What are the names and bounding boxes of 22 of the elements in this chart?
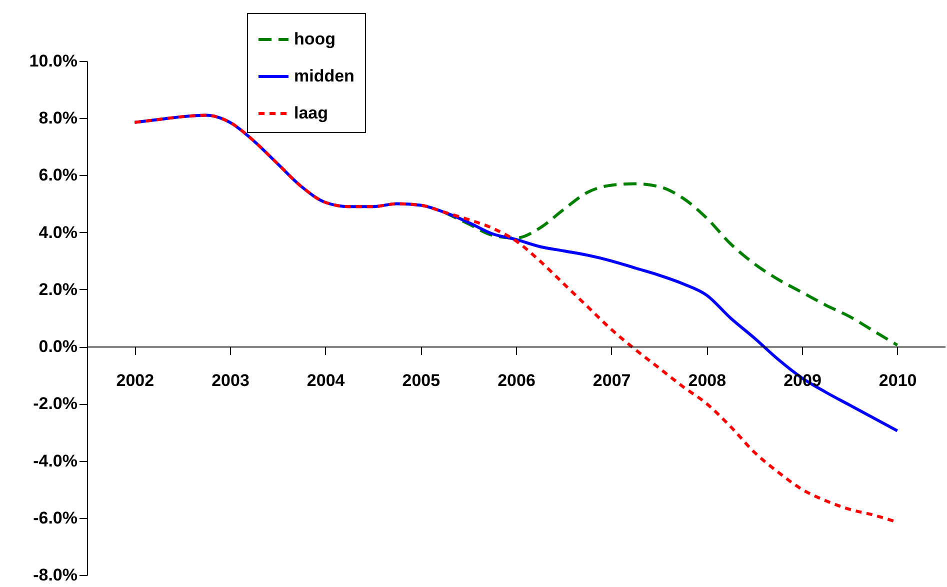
x-tick-label: 2003 (212, 371, 250, 390)
line-series (443, 182, 899, 347)
legend-label: laag (294, 104, 328, 122)
y-tick-label: 6.0% (38, 166, 78, 185)
y-tick-label: -6.0% (33, 508, 78, 528)
y-tick-label: 8.0% (38, 108, 78, 128)
legend-label: midden (294, 66, 354, 86)
x-tick-label: 2006 (498, 371, 536, 390)
x-tick-label: 2005 (402, 371, 440, 390)
legend-label: hoog (294, 30, 336, 48)
x-tick-label: 2004 (306, 371, 346, 390)
x-tick-label: 2007 (592, 371, 631, 390)
y-tick-label: -2.0% (33, 394, 78, 414)
y-tick-label: 0.0% (38, 337, 78, 356)
x-tick-label: 2010 (878, 371, 917, 390)
y-tick-label: 4.0% (38, 222, 78, 242)
x-tick-label: 2008 (688, 371, 726, 390)
y-tick-label: 10.0% (29, 52, 78, 70)
y-tick-label: -8.0% (33, 566, 78, 584)
y-tick-label: 2.0% (38, 280, 78, 299)
y-tick-label: -4.0% (33, 451, 78, 470)
x-tick-label: 2002 (116, 371, 154, 390)
